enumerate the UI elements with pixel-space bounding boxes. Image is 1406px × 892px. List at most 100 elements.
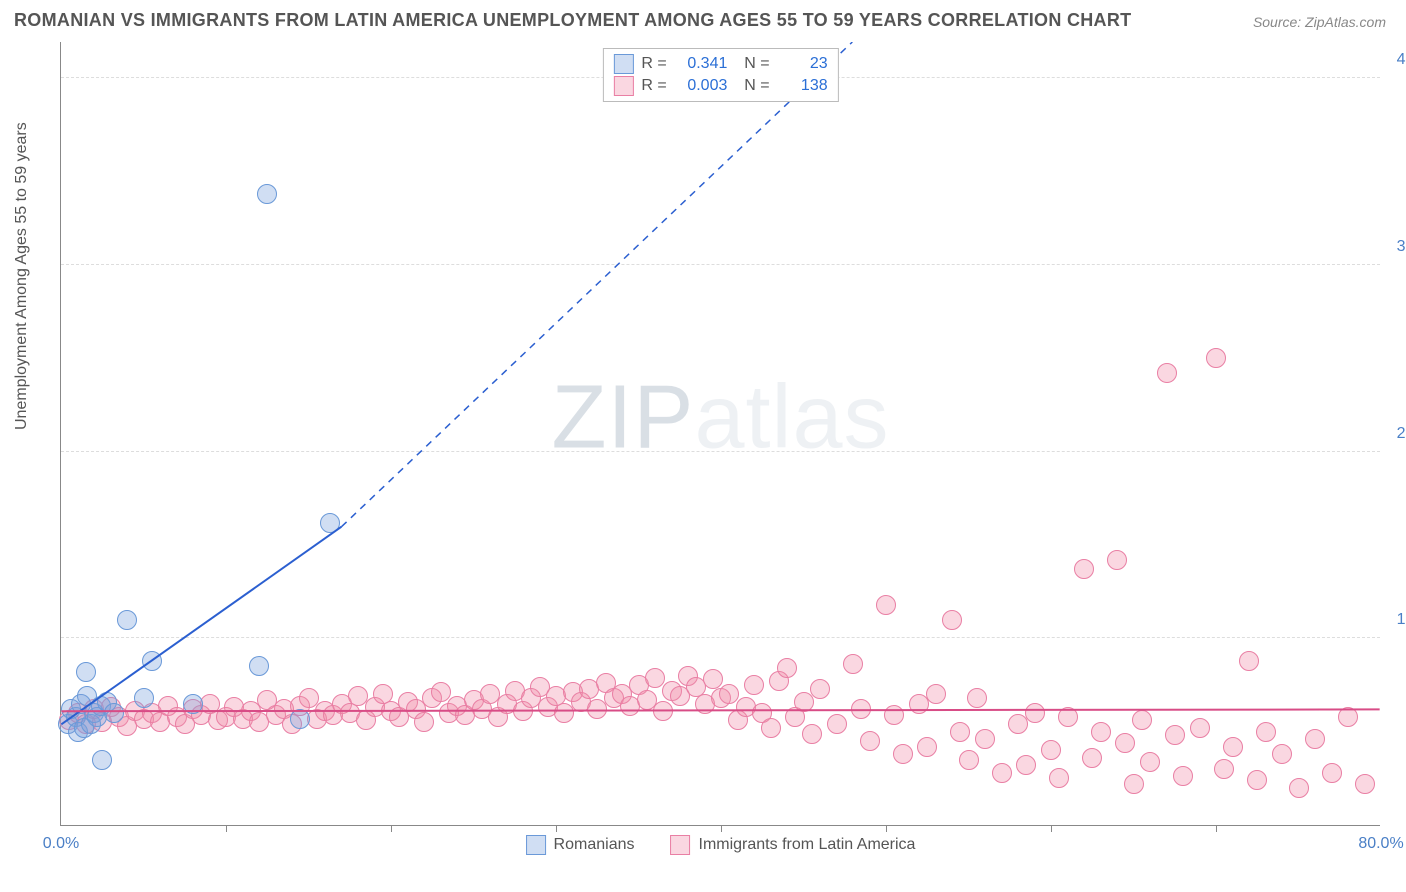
legend-label-latin: Immigrants from Latin America <box>698 836 915 854</box>
legend-label-romanians: Romanians <box>554 836 635 854</box>
point-latin <box>1016 755 1036 775</box>
point-latin <box>1322 763 1342 783</box>
point-latin <box>1157 363 1177 383</box>
correlation-legend: R = 0.341 N = 23 R = 0.003 N = 138 <box>602 48 838 102</box>
y-tick-label: 40.0% <box>1386 51 1406 69</box>
point-latin <box>761 718 781 738</box>
x-tick <box>886 825 887 832</box>
point-latin <box>1190 718 1210 738</box>
point-latin <box>1091 722 1111 742</box>
x-tick-label: 80.0% <box>1358 835 1403 853</box>
point-latin <box>1124 774 1144 794</box>
point-romanians <box>320 513 340 533</box>
point-latin <box>1256 722 1276 742</box>
point-latin <box>810 679 830 699</box>
point-latin <box>802 724 822 744</box>
point-latin <box>975 729 995 749</box>
point-romanians <box>249 656 269 676</box>
y-axis-title: Unemployment Among Ages 55 to 59 years <box>13 122 31 430</box>
y-tick-label: 10.0% <box>1386 611 1406 629</box>
source-attribution: Source: ZipAtlas.com <box>1253 14 1386 30</box>
r-value-latin: 0.003 <box>677 77 727 95</box>
point-latin <box>1049 768 1069 788</box>
point-romanians <box>290 709 310 729</box>
x-tick <box>556 825 557 832</box>
point-latin <box>851 699 871 719</box>
point-latin <box>1355 774 1375 794</box>
point-latin <box>959 750 979 770</box>
point-latin <box>843 654 863 674</box>
point-latin <box>967 688 987 708</box>
point-latin <box>744 675 764 695</box>
point-latin <box>827 714 847 734</box>
point-latin <box>884 705 904 725</box>
point-latin <box>794 692 814 712</box>
point-romanians <box>76 662 96 682</box>
point-romanians <box>134 688 154 708</box>
point-latin <box>1115 733 1135 753</box>
point-latin <box>1082 748 1102 768</box>
point-latin <box>1338 707 1358 727</box>
point-latin <box>1025 703 1045 723</box>
r-value-romanians: 0.341 <box>677 55 727 73</box>
n-value-romanians: 23 <box>778 55 828 73</box>
watermark: ZIPatlas <box>551 366 889 469</box>
point-latin <box>1214 759 1234 779</box>
x-tick <box>226 825 227 832</box>
point-romanians <box>183 694 203 714</box>
point-latin <box>1305 729 1325 749</box>
gridline <box>61 451 1380 452</box>
point-latin <box>1140 752 1160 772</box>
legend-row-romanians: R = 0.341 N = 23 <box>613 53 827 75</box>
legend-swatch-latin-bottom <box>670 835 690 855</box>
chart-title: ROMANIAN VS IMMIGRANTS FROM LATIN AMERIC… <box>14 10 1131 31</box>
point-latin <box>860 731 880 751</box>
gridline <box>61 264 1380 265</box>
point-romanians <box>92 750 112 770</box>
point-latin <box>1206 348 1226 368</box>
point-latin <box>777 658 797 678</box>
point-latin <box>1107 550 1127 570</box>
point-latin <box>1058 707 1078 727</box>
point-latin <box>414 712 434 732</box>
point-romanians <box>257 184 277 204</box>
point-latin <box>1041 740 1061 760</box>
legend-row-latin: R = 0.003 N = 138 <box>613 75 827 97</box>
legend-item-latin: Immigrants from Latin America <box>670 835 915 855</box>
point-latin <box>1165 725 1185 745</box>
point-latin <box>1289 778 1309 798</box>
x-tick <box>721 825 722 832</box>
point-latin <box>1173 766 1193 786</box>
point-romanians <box>104 703 124 723</box>
point-latin <box>1074 559 1094 579</box>
y-tick-label: 20.0% <box>1386 425 1406 443</box>
legend-swatch-romanians <box>613 54 633 74</box>
legend-swatch-latin <box>613 76 633 96</box>
n-value-latin: 138 <box>778 77 828 95</box>
point-latin <box>942 610 962 630</box>
y-tick-label: 30.0% <box>1386 238 1406 256</box>
plot-area: ZIPatlas R = 0.341 N = 23 R = 0.003 N = … <box>60 42 1380 826</box>
point-romanians <box>117 610 137 630</box>
x-tick <box>1051 825 1052 832</box>
series-legend: Romanians Immigrants from Latin America <box>526 835 916 855</box>
point-latin <box>1247 770 1267 790</box>
point-latin <box>653 701 673 721</box>
point-latin <box>876 595 896 615</box>
point-latin <box>992 763 1012 783</box>
point-latin <box>950 722 970 742</box>
point-latin <box>926 684 946 704</box>
point-latin <box>1239 651 1259 671</box>
point-latin <box>1223 737 1243 757</box>
x-tick <box>1216 825 1217 832</box>
legend-swatch-romanians-bottom <box>526 835 546 855</box>
x-tick-label: 0.0% <box>43 835 79 853</box>
point-latin <box>1132 710 1152 730</box>
point-romanians <box>142 651 162 671</box>
point-latin <box>917 737 937 757</box>
legend-item-romanians: Romanians <box>526 835 635 855</box>
point-latin <box>703 669 723 689</box>
x-tick <box>391 825 392 832</box>
point-latin <box>893 744 913 764</box>
gridline <box>61 637 1380 638</box>
